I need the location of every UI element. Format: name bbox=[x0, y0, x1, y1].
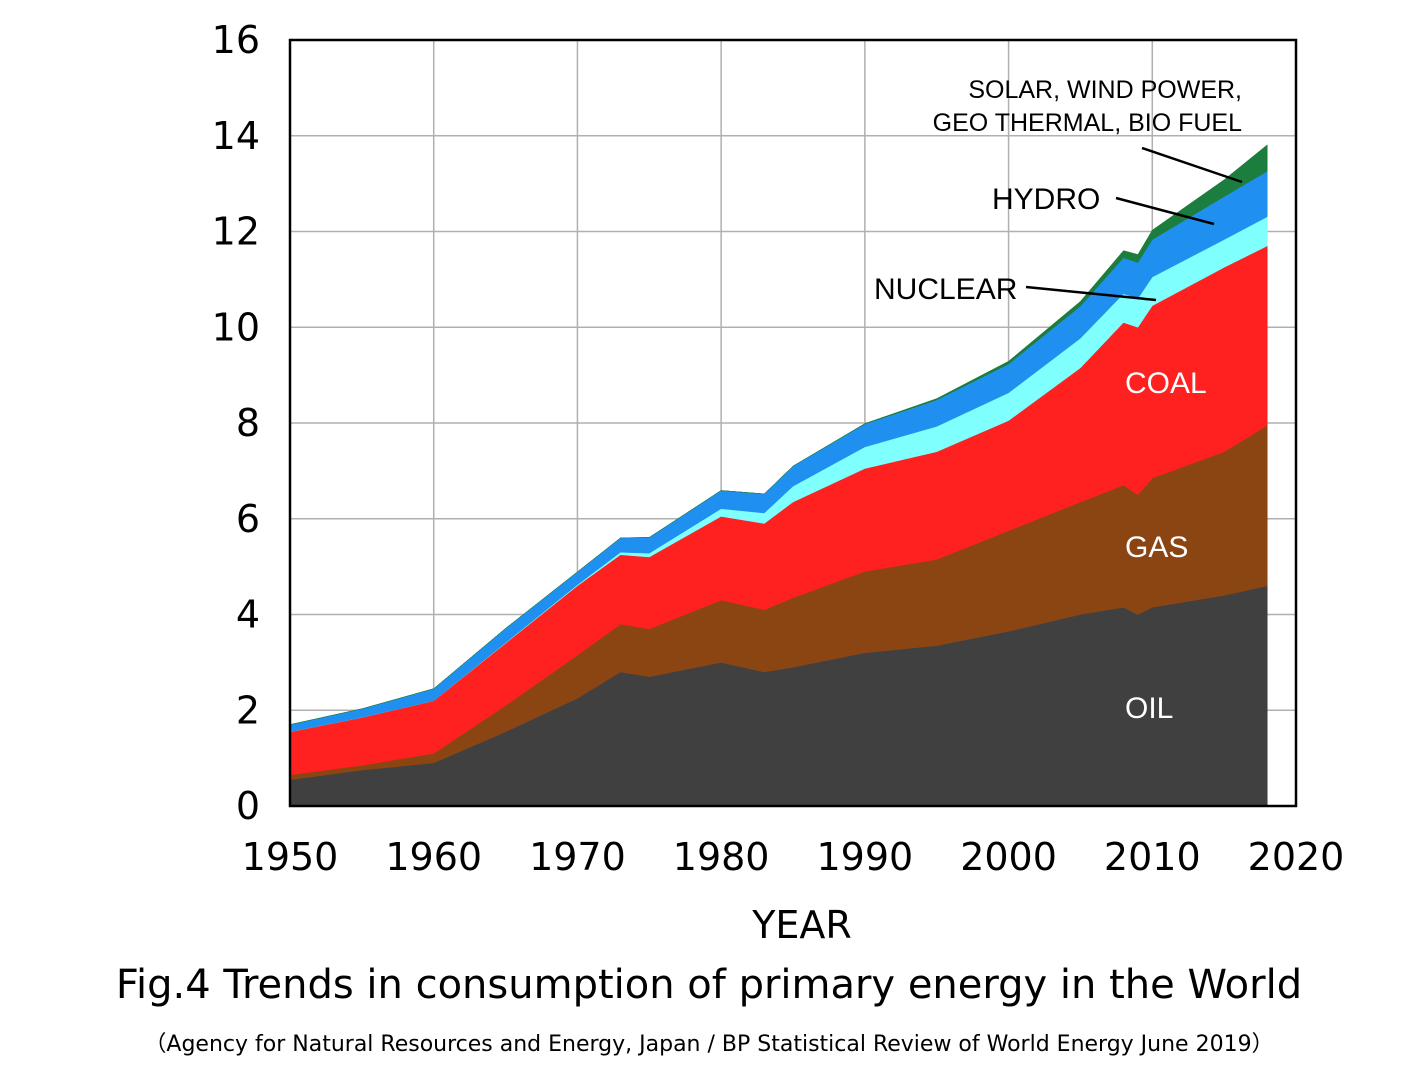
renewables-label-line1: SOLAR, WIND POWER, bbox=[968, 76, 1242, 104]
y-tick-label-2: 2 bbox=[236, 688, 260, 732]
chart: 0 2 4 6 8 10 12 14 16 1950 1960 1970 1980 1990 2000 20… bbox=[212, 18, 1345, 947]
oil-label: OIL bbox=[1125, 692, 1173, 725]
x-tick-label-1950: 1950 bbox=[242, 835, 339, 879]
x-tick-label-1960: 1960 bbox=[385, 835, 482, 879]
hydro-leader-line bbox=[1115, 196, 1215, 226]
x-tick-label-2010: 2010 bbox=[1104, 835, 1201, 879]
figure-source: （Agency for Natural Resources and Energy… bbox=[144, 1032, 1274, 1057]
nuclear-label: NUCLEAR bbox=[874, 273, 1017, 306]
y-tick-label-10: 10 bbox=[212, 305, 260, 349]
y-tick-label-14: 14 bbox=[212, 114, 260, 158]
plot-frame bbox=[288, 38, 1298, 808]
y-tick-label-0: 0 bbox=[236, 784, 260, 828]
nuclear-leader-line bbox=[1025, 285, 1157, 302]
area-series bbox=[289, 144, 1268, 807]
x-tick-label-1980: 1980 bbox=[673, 835, 770, 879]
x-tick-label-1990: 1990 bbox=[816, 835, 913, 879]
x-tick-label-2000: 2000 bbox=[960, 835, 1057, 879]
x-tick-label-1970: 1970 bbox=[529, 835, 626, 879]
y-tick-label-8: 8 bbox=[236, 401, 260, 445]
y-tick-label-16: 16 bbox=[212, 18, 260, 62]
x-axis: 1950 1960 1970 1980 1990 2000 2010 2020 bbox=[242, 835, 1345, 879]
plot-border bbox=[288, 38, 1298, 808]
renewables-label-line2: GEO THERMAL, BIO FUEL bbox=[933, 109, 1242, 137]
x-axis-title: YEAR bbox=[751, 903, 852, 947]
y-tick-label-6: 6 bbox=[236, 497, 260, 541]
figure-caption: Fig.4 Trends in consumption of primary e… bbox=[115, 962, 1303, 1008]
gas-label: GAS bbox=[1125, 531, 1188, 564]
x-tick-label-2020: 2020 bbox=[1248, 835, 1345, 879]
y-axis: 0 2 4 6 8 10 12 14 16 bbox=[212, 18, 260, 828]
y-tick-label-4: 4 bbox=[236, 593, 260, 637]
annotations: SOLAR, WIND POWER, GEO THERMAL, BIO FUEL… bbox=[874, 76, 1243, 725]
y-tick-label-12: 12 bbox=[212, 210, 260, 254]
area-series-5 bbox=[289, 144, 1268, 725]
renewables-leader-line bbox=[1141, 146, 1243, 184]
coal-label: COAL bbox=[1125, 367, 1207, 400]
hydro-label: HYDRO bbox=[992, 183, 1100, 216]
